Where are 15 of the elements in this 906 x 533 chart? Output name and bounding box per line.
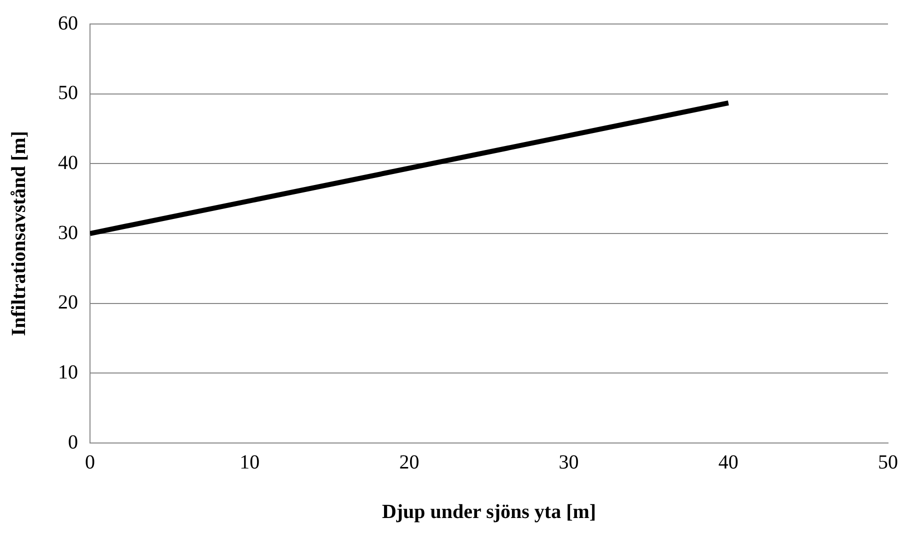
x-tick-label: 10 [240,451,260,474]
x-tick-label: 40 [718,451,738,474]
y-tick-label: 10 [58,361,78,384]
y-tick-label: 50 [58,82,78,104]
x-tick-label: 20 [399,451,420,474]
y-tick-label: 30 [58,222,78,244]
y-tick-label: 0 [68,431,78,454]
y-tick-label: 20 [58,292,78,314]
y-tick-label: 40 [58,152,78,174]
x-axis-title: Djup under sjöns yta [m] [382,501,596,524]
x-tick-label: 30 [558,451,579,474]
y-axis-title: Infiltrationsavstånd [m] [8,130,30,336]
x-tick-label: 50 [878,451,898,474]
y-tick-label: 60 [58,12,78,34]
x-tick-label: 0 [85,451,95,474]
